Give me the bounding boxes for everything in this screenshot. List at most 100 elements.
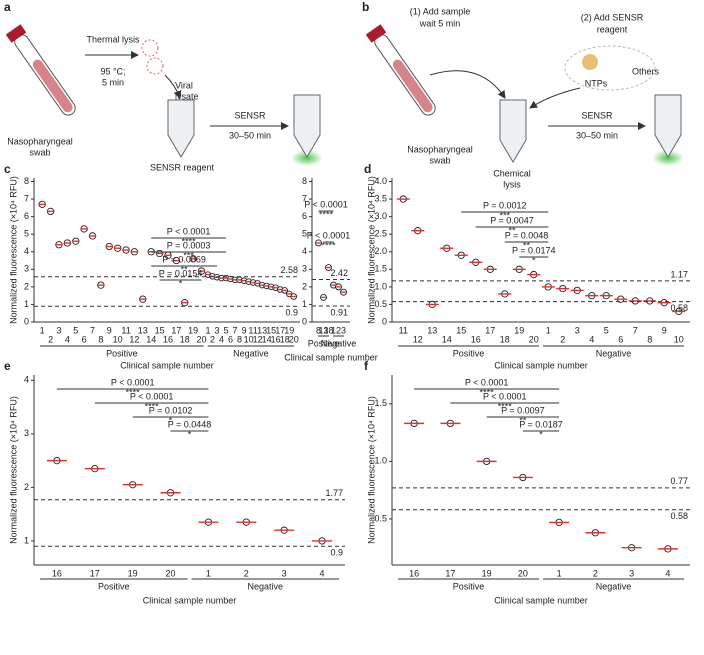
stars: ** <box>523 240 531 250</box>
step-text: (2) Add SENSR <box>581 12 644 22</box>
p-value: P < 0.0001 <box>483 391 527 401</box>
x-tick-label: 13 <box>427 325 437 335</box>
x-tick-label: 18 <box>500 334 510 344</box>
x-tick-label: 15 <box>456 325 466 335</box>
x-tick-label: 12 <box>129 334 139 344</box>
x-tick-label: 7 <box>633 325 638 335</box>
step-text: swab <box>29 147 50 157</box>
y-tick-label: 6 <box>302 211 307 221</box>
x-tick-label: 2 <box>560 334 565 344</box>
y-tick-label: 4 <box>24 246 29 256</box>
stars: ** <box>508 225 516 235</box>
x-tick-label: 5 <box>224 325 229 335</box>
step-text: 30–50 min <box>576 130 618 140</box>
p-value: P = 0.0174 <box>512 245 556 255</box>
stars: ** <box>181 264 189 274</box>
threshold-label: 2.58 <box>280 265 298 275</box>
panel-label: e <box>4 359 11 373</box>
x-tick-label: 2 <box>336 325 341 335</box>
step-text: Viral <box>175 80 193 90</box>
x-tick-label: 4 <box>589 334 594 344</box>
y-tick-label: 3.5 <box>374 193 387 203</box>
group-label: Positive <box>106 348 138 358</box>
y-tick-label: 1 <box>24 299 29 309</box>
x-tick-label: 8 <box>316 325 321 335</box>
stars: **** <box>126 387 141 397</box>
step-text: Nasopharyngeal <box>407 144 473 154</box>
y-axis-label: Normalized fluorescence (×10⁴ RFU) <box>366 176 376 324</box>
x-tick-label: 19 <box>514 325 524 335</box>
group-label: Positive <box>453 348 485 358</box>
x-tick-label: 20 <box>196 334 206 344</box>
y-axis-label: Normalized fluorescence (×10⁴ RFU) <box>8 176 18 324</box>
y-tick-label: 3 <box>24 428 29 438</box>
x-tick-label: 19 <box>284 325 294 335</box>
x-tick-label: 17 <box>90 568 100 578</box>
group-label: Negative <box>233 348 269 358</box>
x-axis-label: Clinical sample number <box>284 352 378 362</box>
y-tick-label: 2 <box>302 281 307 291</box>
stars: ** <box>519 415 527 425</box>
x-tick-label: 17 <box>171 325 181 335</box>
group-label: Negative <box>596 581 632 591</box>
y-tick-label: 6 <box>24 211 29 221</box>
x-tick-label: 3 <box>282 568 287 578</box>
x-tick-label: 14 <box>442 334 452 344</box>
x-tick-label: 16 <box>52 568 62 578</box>
glow <box>652 150 684 166</box>
threshold-label: 0.58 <box>670 303 688 313</box>
x-tick-label: 11 <box>248 325 257 335</box>
p-value: P = 0.0069 <box>162 254 206 264</box>
p-value: P = 0.0187 <box>519 419 563 429</box>
x-tick-label: 17 <box>275 325 285 335</box>
group-label: Negative <box>321 338 357 348</box>
p-value: P < 0.0001 <box>130 391 174 401</box>
y-tick-label: 1 <box>302 299 307 309</box>
y-axis-label: Normalized fluorescence (×10⁴ RFU) <box>8 396 18 544</box>
y-tick-label: 3 <box>24 264 29 274</box>
x-tick-label: 13 <box>138 325 148 335</box>
group-label: Negative <box>247 581 283 591</box>
p-value: P = 0.0154 <box>159 268 203 278</box>
x-tick-label: 18 <box>280 334 290 344</box>
y-tick-label: 2.5 <box>374 229 387 239</box>
step-text: wait 5 min <box>419 18 461 28</box>
x-tick-label: 1 <box>557 568 562 578</box>
x-tick-label: 20 <box>518 568 528 578</box>
tube <box>293 94 321 158</box>
stars: **** <box>321 240 336 250</box>
x-tick-label: 10 <box>674 334 684 344</box>
y-tick-label: 3.0 <box>374 211 387 221</box>
x-tick-label: 11 <box>399 325 408 335</box>
step-text: lysate <box>175 91 199 101</box>
glow <box>291 150 323 166</box>
y-tick-label: 2 <box>24 482 29 492</box>
step-text: 5 min <box>102 77 124 87</box>
x-tick-label: 9 <box>662 325 667 335</box>
y-tick-label: 1.0 <box>374 281 387 291</box>
y-tick-label: 4.0 <box>374 176 387 186</box>
tube <box>499 99 527 163</box>
tube <box>654 94 682 158</box>
step-text: Chemical <box>493 168 531 178</box>
x-tick-label: 2 <box>244 568 249 578</box>
x-tick-label: 4 <box>320 568 325 578</box>
swab-tube <box>5 24 76 116</box>
arrow <box>529 87 581 109</box>
x-tick-label: 1 <box>40 325 45 335</box>
p-value: P < 0.0001 <box>465 377 509 387</box>
y-tick-label: 8 <box>302 176 307 186</box>
x-tick-label: 2 <box>210 334 215 344</box>
stars: **** <box>498 401 513 411</box>
x-tick-label: 12 <box>413 334 423 344</box>
group-label: Negative <box>596 348 632 358</box>
y-tick-label: 7 <box>24 193 29 203</box>
y-tick-label: 2 <box>24 281 29 291</box>
stars: * <box>539 429 543 439</box>
x-tick-label: 1 <box>206 568 211 578</box>
threshold-label: 0.9 <box>330 548 343 558</box>
x-tick-label: 16 <box>471 334 481 344</box>
p-value: P < 0.0001 <box>304 199 348 209</box>
panel-label: d <box>364 162 371 176</box>
